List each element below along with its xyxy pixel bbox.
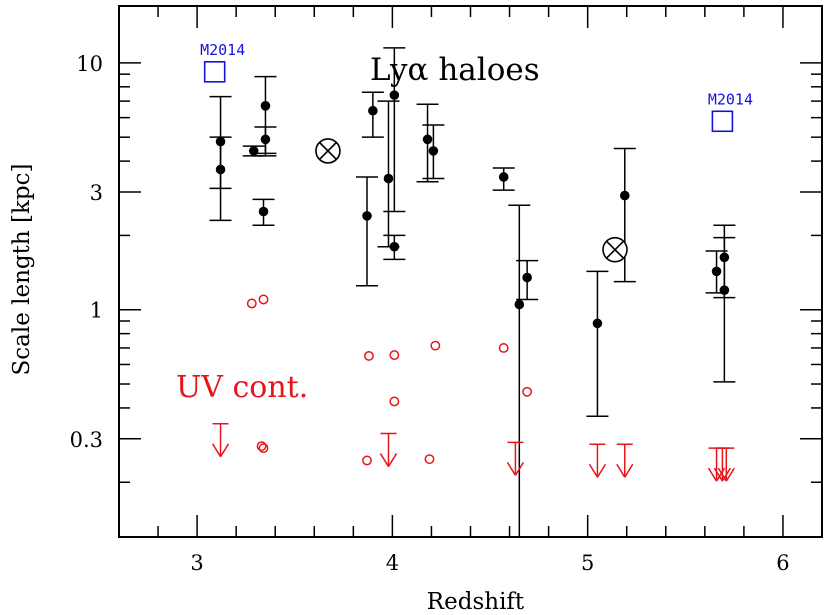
- uv-datapoint: [362, 455, 372, 466]
- halo-datapoint: [586, 270, 609, 418]
- limit-head: [219, 443, 230, 458]
- limit-head: [616, 463, 626, 478]
- limit-head: [725, 467, 735, 482]
- halo-datapoint: [516, 259, 539, 301]
- halo-marker: [215, 164, 226, 175]
- limit-head: [624, 463, 634, 478]
- halo-datapoint: [356, 176, 379, 287]
- halo-datapoint: [254, 126, 277, 157]
- uv-datapoint: [498, 342, 509, 353]
- halo-marker: [389, 90, 400, 100]
- uv-datapoint: [424, 454, 435, 465]
- x-tick-label: 3: [190, 551, 203, 575]
- axis-tick-labels: 3 4 5 6 0.3 1 3 10: [70, 52, 790, 575]
- uv-upper-limit: [717, 447, 735, 482]
- halo-marker: [428, 146, 439, 156]
- halo-datapoint: [209, 136, 232, 222]
- limit-head: [506, 462, 517, 476]
- uv-datapoint: [389, 396, 400, 407]
- halo-marker: [619, 190, 630, 201]
- halo-datapoint: [492, 167, 515, 191]
- stack-marker-cross: [605, 240, 625, 259]
- x-tick-label: 5: [581, 551, 594, 575]
- halo-datapoint: [416, 103, 439, 183]
- plot-frame: [118, 5, 823, 538]
- uv-upper-limit: [379, 432, 398, 467]
- halo-marker: [522, 272, 532, 283]
- halo-marker: [389, 241, 400, 252]
- halo-datapoint: [254, 75, 277, 155]
- limit-head: [713, 467, 724, 482]
- halo-datapoint: [252, 198, 275, 226]
- m2014-labels: M2014 M2014: [200, 41, 753, 108]
- uv-datapoint: [246, 298, 257, 309]
- uv-upper-limit: [588, 443, 607, 478]
- uv-datapoint: [256, 441, 267, 452]
- halo-datapoint: [361, 91, 384, 138]
- halo-marker: [422, 134, 433, 145]
- halo-datapoint: [713, 236, 736, 299]
- halo-marker: [383, 173, 394, 184]
- stack-marker: [602, 236, 628, 263]
- y-tick-label: 3: [90, 181, 103, 205]
- limit-head: [387, 453, 398, 467]
- halo-datapoint: [508, 204, 531, 537]
- y-tick-label: 10: [76, 52, 103, 76]
- x-tick-label: 4: [386, 551, 399, 575]
- y-axis-label: Scale length [kpc]: [9, 164, 35, 376]
- uv-upper-limit: [506, 441, 525, 476]
- halo-marker: [248, 146, 259, 156]
- lya-haloes-annotation: Lyα haloes: [370, 52, 540, 88]
- limit-head: [211, 443, 222, 458]
- y-tick-label: 0.3: [70, 428, 103, 452]
- x-tick-label: 6: [776, 551, 789, 575]
- limit-head: [596, 463, 607, 478]
- halo-datapoint: [383, 234, 406, 261]
- halo-datapoint: [377, 100, 400, 248]
- halo-marker: [258, 206, 269, 217]
- y-tick-label: 1: [90, 299, 103, 323]
- limit-head: [379, 453, 390, 467]
- limit-head: [717, 467, 727, 482]
- uv-datapoint: [522, 386, 533, 397]
- stack-marker: [315, 138, 341, 164]
- halo-marker: [719, 285, 730, 295]
- halo-datapoint: [613, 147, 636, 283]
- halo-marker: [260, 134, 271, 145]
- limit-head: [715, 467, 726, 482]
- limit-head: [514, 462, 525, 476]
- m2014-datapoint: [203, 61, 226, 83]
- uv-upper-limit: [616, 443, 634, 478]
- halo-datapoint: [422, 124, 445, 180]
- m2014-label: M2014: [708, 90, 753, 108]
- halo-datapoint: [383, 47, 406, 213]
- halo-marker: [498, 172, 509, 182]
- uv-datapoint: [258, 294, 269, 305]
- uv-datapoint: [258, 443, 269, 454]
- m2014-label: M2014: [200, 41, 245, 59]
- uv-datapoint: [430, 340, 441, 351]
- halo-marker: [260, 101, 271, 111]
- uv-cont-annotation: UV cont.: [176, 370, 308, 405]
- limit-head: [588, 463, 599, 478]
- halo-marker: [711, 266, 722, 277]
- stack-marker-cross: [318, 141, 338, 161]
- halo-marker: [592, 318, 603, 329]
- halo-datapoint: [242, 145, 265, 157]
- halo-marker: [514, 299, 525, 310]
- uv-datapoint: [364, 350, 374, 361]
- uv-datapoint: [389, 350, 400, 361]
- m2014-datapoint: [711, 110, 734, 133]
- halo-marker: [368, 105, 378, 116]
- uv-upper-limit: [211, 423, 230, 458]
- halo-marker: [362, 211, 372, 221]
- plot-area: [203, 47, 736, 537]
- x-axis-label: Redshift: [427, 589, 525, 615]
- limit-head: [707, 467, 718, 482]
